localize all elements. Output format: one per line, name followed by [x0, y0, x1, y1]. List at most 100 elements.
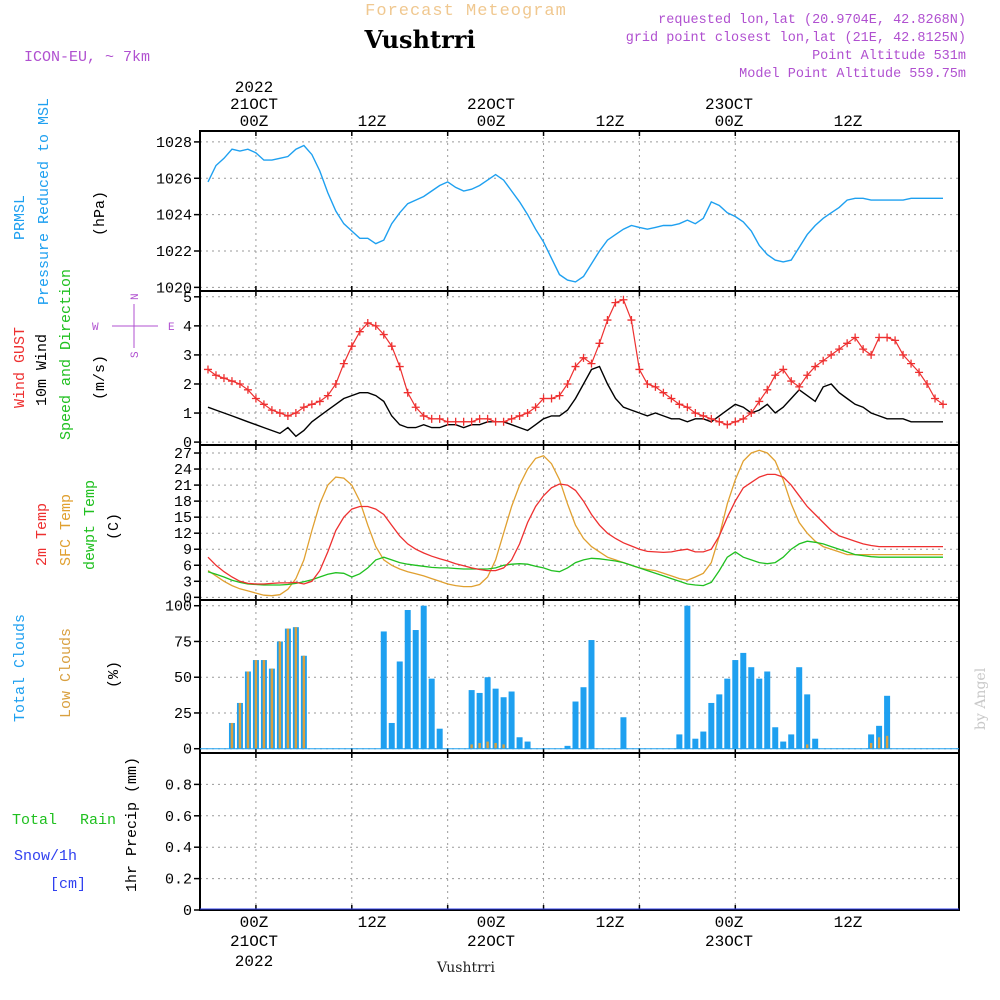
low-cloud-bar	[486, 741, 489, 749]
total-cloud-bar	[476, 692, 483, 749]
top-date-2: 22OCT	[467, 96, 515, 114]
gust-marker	[739, 414, 748, 423]
gust-marker	[795, 382, 804, 391]
total-cloud-bar	[492, 688, 499, 749]
bottom-tick-5: 00Z	[715, 914, 744, 932]
compass-icon: W E N S	[92, 293, 175, 358]
total-cloud-bar	[516, 737, 523, 749]
total-cloud-bar	[716, 694, 723, 749]
gust-marker	[859, 345, 868, 354]
location-title: Vushtrri	[364, 25, 476, 54]
app-title: Forecast Meteogram	[365, 2, 567, 21]
gust-marker	[467, 417, 476, 426]
bottom-tick-1: 00Z	[240, 914, 269, 932]
gust-marker	[443, 417, 452, 426]
wind-panel: 0 1 2 3 4 5	[183, 290, 960, 452]
wind-10m-label: 10m Wind	[34, 334, 51, 406]
total-cloud-bar	[868, 734, 875, 749]
low-cloud-bar	[877, 737, 881, 749]
bottom-tick-3: 00Z	[477, 914, 506, 932]
gust-marker	[755, 397, 764, 406]
gust-marker	[323, 391, 332, 400]
gust-marker	[555, 391, 564, 400]
temp-ytick-label-0: 0	[183, 590, 192, 607]
prmsl-sub-label: Pressure Reduced to MSL	[36, 98, 53, 305]
compass-e: E	[168, 322, 175, 334]
top-tick-6: 12Z	[834, 113, 863, 131]
low-cloud-bar	[270, 668, 274, 749]
precip-ytick-label-2: 0.4	[165, 840, 192, 857]
gust-marker	[315, 397, 324, 406]
model-label: ICON-EU, ~ 7km	[24, 49, 150, 66]
clouds-ytick-label-2: 50	[174, 670, 192, 687]
gust-marker	[803, 371, 812, 380]
gust-marker	[499, 417, 508, 426]
precip-ytick-label-1: 0.2	[165, 872, 192, 889]
temp-ytick-label-1: 3	[183, 574, 192, 591]
total-cloud-bar	[804, 694, 811, 749]
total-cloud-bar	[508, 691, 515, 749]
gust-marker	[299, 403, 308, 412]
total-cloud-bar	[748, 667, 755, 749]
gust-marker	[251, 394, 260, 403]
gust-marker	[475, 414, 484, 423]
total-cloud-bar	[420, 605, 427, 749]
top-tick-2: 12Z	[358, 113, 387, 131]
gust-marker	[531, 403, 540, 412]
clouds-ytick-label-1: 25	[174, 706, 192, 723]
gust-marker	[723, 420, 732, 429]
gust-marker	[435, 414, 444, 423]
temp-ytick-label-7: 21	[174, 478, 192, 495]
gust-marker	[659, 388, 668, 397]
precip-ytick-label-3: 0.6	[165, 809, 192, 826]
gust-marker	[571, 362, 580, 371]
footer-location: Vushtrri	[436, 960, 495, 976]
pressure-ytick-label-3: 1026	[156, 171, 192, 188]
total-cloud-bar	[572, 701, 579, 749]
gust-marker	[627, 316, 636, 325]
precip-ytick-label-0: 0	[183, 903, 192, 920]
low-clouds-label: Low Clouds	[58, 628, 75, 718]
gust-marker	[227, 377, 236, 386]
total-cloud-bar	[588, 640, 595, 749]
gust-marker	[611, 298, 620, 307]
pressure-panel: 1020 1022 1024 1026 1028	[156, 130, 960, 297]
total-clouds-label: Total Clouds	[12, 614, 29, 722]
pressure-unit: (hPa)	[92, 191, 109, 236]
total-cloud-bar	[524, 741, 531, 749]
total-cloud-bar	[692, 738, 699, 749]
bottom-tick-6: 12Z	[834, 914, 863, 932]
temp-2m-line	[207, 473, 943, 585]
bottom-time-axis: 00Z 12Z 00Z 12Z 00Z 12Z 21OCT 22OCT 23OC…	[230, 914, 863, 971]
wind-frame	[199, 290, 960, 446]
model-altitude: Model Point Altitude 559.75m	[739, 67, 966, 82]
gust-marker	[707, 414, 716, 423]
gust-marker	[667, 394, 676, 403]
gust-marker	[275, 409, 284, 418]
gust-marker	[939, 400, 948, 409]
total-cloud-bar	[764, 671, 771, 749]
grid-point-coords: grid point closest lon,lat (21E, 42.8125…	[626, 31, 966, 46]
gust-marker	[931, 394, 940, 403]
low-cloud-bar	[294, 627, 298, 749]
gust-marker	[283, 411, 292, 420]
gust-marker	[411, 403, 420, 412]
gust-marker	[731, 417, 740, 426]
low-cloud-bar	[254, 660, 258, 749]
gust-marker	[539, 394, 548, 403]
gust-marker	[395, 362, 404, 371]
total-cloud-bar	[812, 738, 819, 749]
total-cloud-bar	[412, 630, 419, 749]
gust-marker	[907, 359, 916, 368]
wind-ytick-label-5: 5	[183, 290, 192, 307]
total-cloud-bar	[684, 605, 691, 749]
gust-marker	[515, 411, 524, 420]
total-cloud-bar	[388, 722, 395, 749]
low-cloud-bar	[278, 641, 282, 749]
temp-unit: (C)	[106, 513, 123, 540]
gust-marker	[691, 409, 700, 418]
gust-marker	[715, 417, 724, 426]
bottom-year: 2022	[235, 953, 273, 971]
total-cloud-bar	[708, 702, 715, 749]
rain-label-b: Rain	[80, 812, 116, 829]
